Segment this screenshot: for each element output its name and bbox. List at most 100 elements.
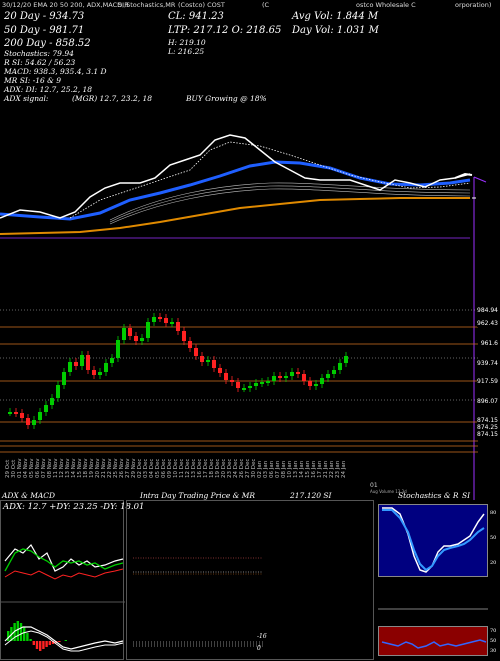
date-tick: 29 Oct bbox=[5, 459, 11, 478]
date-tick: 09 Dec bbox=[167, 459, 173, 478]
ema50-readout: 50 Day - 981.71 bbox=[4, 25, 85, 36]
date-tick: 16 Jan bbox=[311, 460, 317, 478]
date-tick: 30 Oct bbox=[11, 459, 17, 478]
candle-body bbox=[308, 381, 312, 386]
ema20-dotted bbox=[69, 141, 471, 219]
macd-bar bbox=[19, 623, 23, 641]
header-left: 30/12/20 EMA 20 50 200, ADX,MACD,R bbox=[2, 1, 129, 9]
candle-body bbox=[314, 384, 318, 386]
ema50-line bbox=[0, 160, 471, 221]
stoch-rsi-svg bbox=[378, 507, 488, 649]
ema200-readout: 200 Day - 858.52 bbox=[4, 38, 91, 49]
candle-body bbox=[170, 322, 174, 324]
stoch-si-title: SI bbox=[462, 491, 471, 500]
date-tick: 24 Dec bbox=[233, 459, 239, 478]
stoch-label-50: 50 bbox=[490, 535, 497, 541]
candle-body bbox=[260, 382, 264, 384]
candle-body bbox=[44, 405, 48, 412]
macd-signal bbox=[4, 630, 124, 652]
candle-body bbox=[164, 318, 168, 323]
price-label-1: 984.94 bbox=[477, 307, 498, 314]
date-tick: 04 Dec bbox=[149, 459, 155, 478]
date-tick: 17 Jan bbox=[317, 460, 323, 478]
price-label-9: 874.15 bbox=[477, 431, 498, 438]
date-tick: 02 Dec bbox=[137, 459, 143, 478]
adx-macd-panel: ADX: 12.7 +DY: 23.25 -DY: 18.01 bbox=[0, 500, 144, 660]
date-tick: 17 Dec bbox=[203, 459, 209, 478]
ema-thin-3 bbox=[109, 188, 471, 225]
main-price-chart: 29 Oct 30 Oct 01 Nov 04 Nov 05 Nov 06 Nov 07 N… bbox=[0, 134, 487, 500]
rsi-readout: R SI: 54.62 / 56.23 bbox=[4, 58, 76, 67]
date-tick: 12 Nov bbox=[59, 458, 65, 478]
date-axis: 29 Oct 30 Oct 01 Nov 04 Nov 05 Nov 06 Nov 07 N… bbox=[5, 458, 347, 478]
candle-body bbox=[188, 341, 192, 348]
stoch-d bbox=[382, 509, 485, 572]
date-tick: 16 Dec bbox=[197, 459, 203, 478]
ema200-line bbox=[0, 197, 470, 235]
candlesticks bbox=[8, 313, 348, 429]
candle-body bbox=[296, 372, 300, 374]
candle-body bbox=[56, 385, 60, 398]
candle-body bbox=[104, 363, 108, 372]
close-readout: CL: 941.23 bbox=[168, 11, 224, 22]
candle-body bbox=[278, 376, 282, 378]
date-tick: 26 Nov bbox=[119, 458, 125, 478]
candle-body bbox=[254, 383, 258, 386]
date-tick: 11 Nov bbox=[53, 458, 59, 478]
date-tick: 20 Nov bbox=[95, 458, 101, 478]
date-tick: 24 Jan bbox=[341, 460, 347, 478]
date-tick: 07 Jan bbox=[275, 460, 281, 478]
candle-body bbox=[344, 356, 348, 363]
candle-body bbox=[14, 412, 18, 414]
date-tick: 27 Dec bbox=[245, 459, 251, 478]
candle-body bbox=[290, 372, 294, 376]
candle-body bbox=[146, 322, 150, 338]
header-company-c: (C bbox=[262, 1, 270, 9]
candle-body bbox=[122, 328, 126, 340]
date-tick: 22 Jan bbox=[329, 460, 335, 478]
date-tick: 10 Jan bbox=[287, 460, 293, 478]
price-levels bbox=[0, 326, 478, 453]
candle-body bbox=[230, 380, 234, 382]
price-label-7: 874.15 bbox=[477, 417, 498, 424]
candle-body bbox=[74, 362, 78, 366]
candle-body bbox=[98, 372, 102, 375]
candle-body bbox=[38, 412, 42, 420]
candle-body bbox=[272, 376, 276, 381]
macd-bar bbox=[58, 641, 61, 642]
rsi-label-70: 70 bbox=[490, 628, 497, 634]
macd-line bbox=[4, 626, 124, 650]
stoch-rsi-title: Stochastics & R bbox=[398, 491, 459, 500]
candle-body bbox=[266, 381, 270, 383]
macd-bar bbox=[45, 641, 48, 647]
date-tick: 19 Dec bbox=[215, 459, 221, 478]
date-tick: 20 Dec bbox=[221, 459, 227, 478]
right-marker-diag bbox=[473, 176, 487, 183]
candle-body bbox=[68, 362, 72, 372]
date-tick: 06 Nov bbox=[35, 458, 41, 478]
candle-body bbox=[212, 360, 216, 368]
macd-bar bbox=[51, 641, 55, 644]
candle-body bbox=[158, 317, 162, 319]
date-tick: 11 Dec bbox=[179, 459, 185, 478]
macd-bar bbox=[64, 640, 67, 641]
candle-body bbox=[110, 358, 114, 363]
adx-red bbox=[4, 568, 124, 580]
date-tick: 07 Nov bbox=[41, 458, 47, 478]
mr-value: -16 bbox=[257, 633, 267, 640]
mgr-readout: (MGR) 12.7, 23.2, 18 bbox=[72, 94, 153, 103]
date-tick: 05 Dec bbox=[155, 459, 161, 478]
intraday-svg bbox=[133, 557, 263, 647]
adx-green bbox=[4, 548, 124, 572]
date-tick: 05 Nov bbox=[29, 458, 35, 478]
date-tick: 18 Nov bbox=[83, 458, 89, 478]
candle-body bbox=[116, 340, 120, 358]
header-company: ostco Wholesale C bbox=[356, 1, 416, 9]
candle-body bbox=[20, 413, 24, 418]
price-label-3: 961.6 bbox=[480, 340, 498, 347]
price-label-2: 962.43 bbox=[477, 320, 498, 327]
date-tick: 08 Jan bbox=[281, 460, 287, 478]
candle-body bbox=[128, 328, 132, 336]
candle-body bbox=[338, 363, 342, 370]
ema-thin-2 bbox=[109, 185, 471, 223]
